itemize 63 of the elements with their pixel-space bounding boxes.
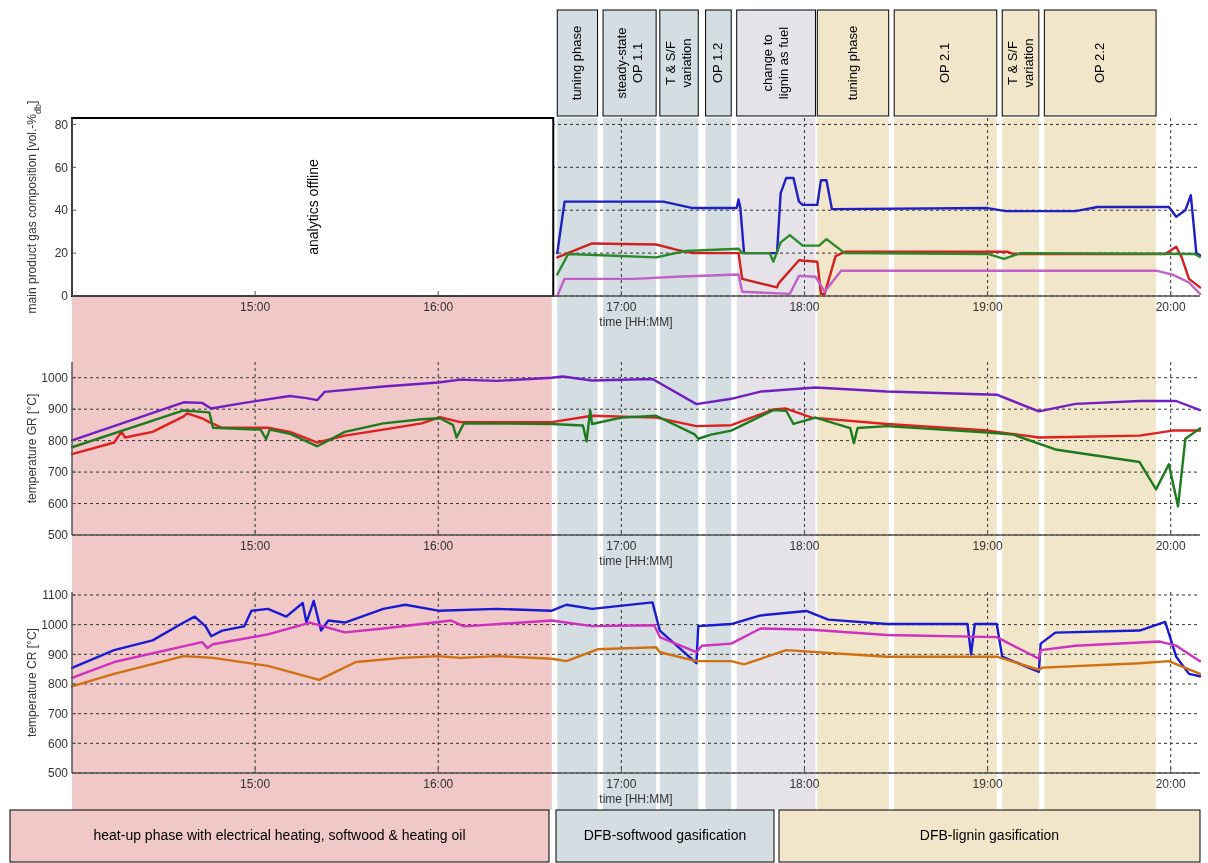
- y-tick-label: 1000: [41, 370, 69, 385]
- y-tick-label: 600: [47, 736, 69, 751]
- y-tick-label: 500: [47, 528, 69, 543]
- y-tick-label: 800: [47, 677, 69, 692]
- x-tick-label: 15:00: [240, 539, 271, 553]
- x-tick-label: 16:00: [423, 300, 454, 314]
- x-tick-label: 15:00: [240, 777, 271, 791]
- band-label: T & S/F variation: [1004, 38, 1036, 88]
- line-series: [70, 407, 1202, 456]
- x-axis-title: time [HH:MM]: [599, 554, 673, 568]
- y-tick-label: 80: [54, 117, 69, 132]
- y-tick-label: 40: [54, 203, 69, 218]
- line-series: [556, 233, 1202, 276]
- x-tick-label: 18:00: [789, 539, 820, 553]
- x-tick-label: 16:00: [423, 539, 454, 553]
- band-label: steady-state OP 1.1: [613, 27, 645, 99]
- y-tick-label: 1100: [42, 588, 69, 603]
- y-tick-label: 900: [47, 402, 69, 417]
- x-tick-label: 19:00: [972, 300, 1003, 314]
- band-label: tuning phase: [569, 25, 585, 101]
- y-tick-label: 900: [47, 647, 69, 662]
- y-tick-label: 1000: [41, 617, 69, 632]
- x-axis-title: time [HH:MM]: [599, 315, 673, 329]
- line-series: [556, 269, 1202, 298]
- x-tick-label: 18:00: [789, 777, 820, 791]
- text: DFB-softwood gasification: [583, 827, 747, 843]
- band-label: change to lignin as fuel: [760, 26, 792, 100]
- x-tick-label: 20:00: [1155, 777, 1187, 791]
- y-tick-label: 800: [47, 433, 69, 448]
- band-label: tuning phase: [844, 25, 860, 101]
- x-tick-label: 17:00: [606, 539, 637, 553]
- line-series: [70, 645, 1202, 688]
- line-series: [70, 619, 1202, 679]
- band-label: T & S/F variation: [663, 38, 695, 88]
- text: DFB-lignin gasification: [919, 827, 1060, 843]
- line-series: [70, 375, 1202, 442]
- x-tick-label: 20:00: [1155, 539, 1187, 553]
- y-tick-label: 700: [47, 706, 69, 721]
- x-tick-label: 17:00: [606, 300, 637, 314]
- y-tick-label: 20: [54, 246, 69, 261]
- annotation: analytics offline: [304, 159, 321, 255]
- line-series: [556, 176, 1202, 257]
- band-label: OP 1.2: [710, 42, 726, 84]
- band-label: OP 2.2: [1092, 42, 1108, 84]
- line-series: [70, 599, 1202, 678]
- x-tick-label: 20:00: [1155, 300, 1187, 314]
- x-tick-label: 17:00: [606, 777, 637, 791]
- x-tick-label: 15:00: [240, 300, 271, 314]
- x-tick-label: 16:00: [423, 777, 454, 791]
- x-tick-label: 18:00: [789, 300, 820, 314]
- x-tick-label: 19:00: [972, 539, 1003, 553]
- y-tick-label: 0: [61, 289, 69, 304]
- line-series: [70, 408, 1202, 508]
- y-axis-title: temperature CR [°C]: [25, 628, 39, 737]
- y-axis-title: temperature GR [°C]: [25, 393, 39, 504]
- text: heat-up phase with electrical heating, softwood & heating oil: [93, 827, 466, 843]
- y-tick-label: 600: [47, 496, 69, 511]
- y-tick-label: 700: [47, 465, 69, 480]
- x-axis-title: time [HH:MM]: [599, 792, 673, 806]
- y-tick-label: 500: [47, 766, 69, 781]
- x-tick-label: 19:00: [972, 777, 1003, 791]
- y-tick-label: 60: [54, 160, 69, 175]
- band-label: OP 2.1: [937, 42, 953, 84]
